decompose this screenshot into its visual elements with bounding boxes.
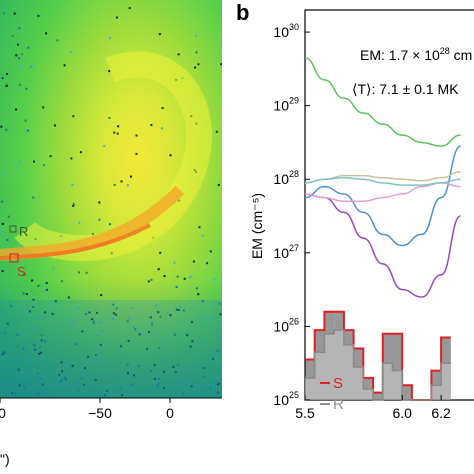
step-bin-R xyxy=(441,363,451,400)
y-tick-label: 1030 xyxy=(273,22,299,40)
step-line-R xyxy=(305,329,451,401)
y-tick-label: 1029 xyxy=(273,96,299,114)
step-bin-R xyxy=(343,344,354,400)
step-bin-R xyxy=(353,366,364,400)
curve-blue-curve xyxy=(304,145,461,247)
panel-a-image xyxy=(0,0,222,398)
step-bin-S xyxy=(402,385,412,400)
step-bin-R xyxy=(314,352,325,400)
panel-a-x-axis: 0 −50 0 ") xyxy=(0,397,222,467)
panel-a-x-tick-2: −50 xyxy=(88,405,112,421)
marker-s-box xyxy=(9,253,19,263)
y-tick-label: 1025 xyxy=(273,390,299,408)
step-bin-R xyxy=(305,377,315,400)
step-bin-S xyxy=(373,392,383,400)
legend-r-label: R xyxy=(333,396,344,413)
marker-r-box xyxy=(9,225,17,233)
step-series-R xyxy=(305,329,451,401)
curve-green-curve xyxy=(304,57,461,147)
annotation-temp: ⟨T⟩: 7.1 ± 0.1 MK xyxy=(352,81,459,97)
curve-purple-curve xyxy=(304,193,461,298)
y-axis-label: EM (cm⁻⁵) xyxy=(249,193,265,259)
panel-b-letter: b xyxy=(236,0,249,25)
step-bin-R xyxy=(324,333,335,400)
x-tick-label: 6.0 xyxy=(392,405,412,421)
y-tick-label: 1026 xyxy=(273,316,299,334)
step-bin-R xyxy=(382,363,393,400)
panel-b-plot xyxy=(304,9,474,405)
curve-teal-curve xyxy=(304,177,461,186)
legend-s-label: S xyxy=(333,375,343,392)
step-bin-R xyxy=(363,389,373,400)
marker-r-label: R xyxy=(19,224,28,239)
step-bin-R xyxy=(431,385,442,400)
annotation-em-text: EM: 1.7 × 10 xyxy=(360,47,440,63)
panel-a-x-label-fragment: ") xyxy=(0,451,10,467)
annotation-em-tail: cm xyxy=(450,47,473,63)
svg-text:EM: 1.7 × 1028 cm: EM: 1.7 × 1028 cm xyxy=(360,46,472,63)
panel-a-x-tick-3: 0 xyxy=(166,405,174,421)
panel-a-x-tick-1: 0 xyxy=(0,405,6,421)
x-axis-ticks: 5.5 6.0 6.2 xyxy=(295,395,451,421)
y-axis-ticks: 1025 1026 1027 1028 1029 1030 xyxy=(273,22,310,408)
y-tick-label: 1027 xyxy=(273,243,299,261)
step-bin-S xyxy=(392,333,403,400)
annotation-em: EM: 1.7 × 1028 cm xyxy=(360,46,472,63)
step-bin-R xyxy=(334,330,344,400)
annotation-em-sup: 28 xyxy=(440,46,450,56)
marker-s-label: S xyxy=(17,264,26,279)
y-tick-label: 1028 xyxy=(273,169,299,187)
step-bin-R xyxy=(392,370,403,400)
x-tick-label: 6.2 xyxy=(431,405,451,421)
x-tick-label: 5.5 xyxy=(295,405,315,421)
